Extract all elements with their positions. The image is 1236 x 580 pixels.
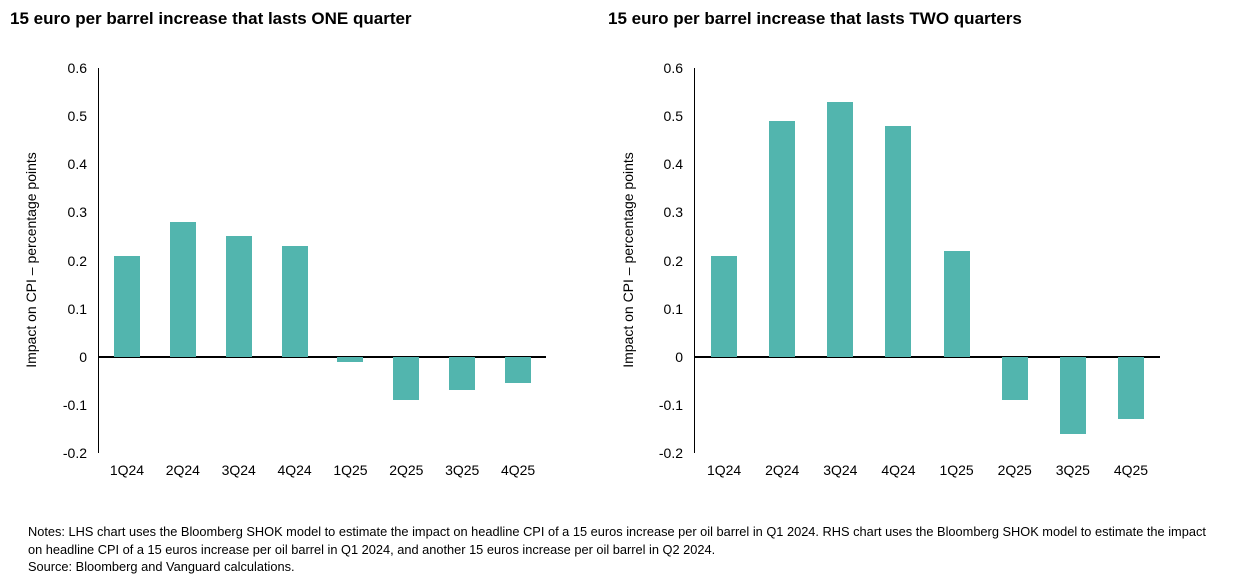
y-tick-label: 0.4 bbox=[67, 156, 87, 173]
x-tick-label: 4Q25 bbox=[500, 462, 536, 478]
notes-block: Notes: LHS chart uses the Bloomberg SHOK… bbox=[28, 523, 1220, 576]
y-tick-label: -0.2 bbox=[658, 445, 683, 461]
bar-1Q25 bbox=[337, 356, 364, 362]
y-tick-label: 0.5 bbox=[663, 108, 683, 125]
y-tick-label: -0.2 bbox=[62, 445, 87, 461]
y-axis-line bbox=[97, 68, 99, 453]
y-axis-line bbox=[693, 68, 695, 453]
y-tick-label: 0 bbox=[79, 348, 87, 365]
x-tick-label: 3Q25 bbox=[1055, 462, 1090, 478]
bar-3Q24 bbox=[827, 101, 854, 357]
bar-3Q25 bbox=[1059, 356, 1086, 434]
bar-1Q25 bbox=[943, 250, 970, 357]
notes-text: Notes: LHS chart uses the Bloomberg SHOK… bbox=[28, 524, 1206, 557]
chart-title-one-quarter: 15 euro per barrel increase that lasts O… bbox=[10, 9, 412, 28]
zero-baseline bbox=[97, 356, 546, 358]
y-axis-label-right: Impact on CPI – percentage points bbox=[620, 152, 636, 368]
y-tick-label: 0.3 bbox=[67, 204, 87, 221]
y-tick-label: 0.6 bbox=[67, 60, 87, 76]
y-tick-label: 0.1 bbox=[663, 300, 683, 317]
y-tick-label: 0.6 bbox=[663, 60, 683, 76]
bar-1Q24 bbox=[711, 255, 738, 357]
bar-2Q24 bbox=[169, 222, 196, 357]
y-tick-label: 0 bbox=[675, 348, 683, 365]
y-tick-label: 0.4 bbox=[663, 156, 683, 173]
x-tick-label: 4Q25 bbox=[1113, 462, 1149, 478]
x-tick-label: 3Q25 bbox=[445, 462, 480, 478]
x-tick-label: 2Q25 bbox=[997, 462, 1032, 478]
y-tick-label: 0.2 bbox=[663, 252, 683, 269]
bar-4Q24 bbox=[281, 246, 308, 357]
x-tick-label: 2Q25 bbox=[389, 462, 424, 478]
y-tick-label: -0.1 bbox=[62, 396, 87, 413]
chart-title-two-quarters: 15 euro per barrel increase that lasts T… bbox=[608, 9, 1022, 28]
bar-2Q25 bbox=[1001, 356, 1028, 401]
y-tick-label: -0.1 bbox=[658, 396, 683, 413]
x-tick-label: 1Q25 bbox=[939, 462, 974, 478]
x-tick-label: 2Q24 bbox=[765, 462, 800, 478]
bar-4Q25 bbox=[1117, 356, 1144, 420]
x-tick-label: 2Q24 bbox=[165, 462, 200, 478]
bar-2Q25 bbox=[393, 356, 420, 401]
x-tick-label: 3Q24 bbox=[221, 462, 256, 478]
x-tick-label: 3Q24 bbox=[823, 462, 858, 478]
y-axis-label-left: Impact on CPI – percentage points bbox=[23, 152, 39, 368]
y-tick-label: 0.2 bbox=[67, 252, 87, 269]
y-tick-label: 0.3 bbox=[663, 204, 683, 221]
x-tick-label: 1Q24 bbox=[706, 462, 742, 478]
y-tick-label: 0.5 bbox=[67, 108, 87, 125]
x-tick-label: 4Q24 bbox=[277, 462, 312, 478]
bar-3Q25 bbox=[449, 356, 476, 391]
y-tick-label: 0.1 bbox=[67, 300, 87, 317]
x-tick-label: 1Q25 bbox=[333, 462, 368, 478]
zero-baseline bbox=[693, 356, 1160, 358]
bar-3Q24 bbox=[225, 236, 252, 357]
bar-2Q24 bbox=[769, 120, 796, 357]
bar-4Q24 bbox=[885, 125, 912, 357]
x-tick-label: 4Q24 bbox=[881, 462, 916, 478]
bar-4Q25 bbox=[505, 356, 532, 384]
bar-1Q24 bbox=[113, 255, 140, 357]
source-text: Source: Bloomberg and Vanguard calculati… bbox=[28, 559, 295, 574]
x-tick-label: 1Q24 bbox=[109, 462, 145, 478]
